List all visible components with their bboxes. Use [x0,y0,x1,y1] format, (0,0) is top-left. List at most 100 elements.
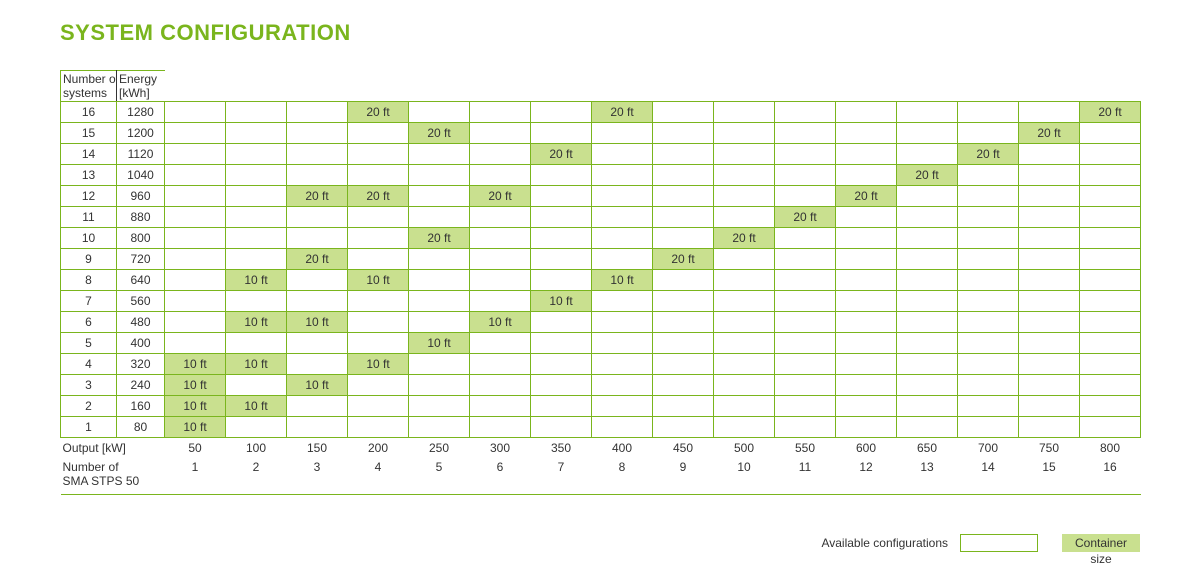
config-cell [653,375,714,396]
config-cell [470,249,531,270]
config-cell [897,102,958,123]
config-cell [531,102,592,123]
config-cell [775,228,836,249]
config-cell: 20 ft [714,228,775,249]
config-cell [1080,270,1141,291]
row-energy: 960 [117,186,165,207]
config-cell [348,333,409,354]
page: SYSTEM CONFIGURATION Number ofsystemsEne… [0,0,1200,576]
row-systems: 3 [61,375,117,396]
config-cell [714,417,775,438]
row-systems: 12 [61,186,117,207]
table-row: 648010 ft10 ft10 ft [61,312,1141,333]
config-cell [958,417,1019,438]
config-cell [958,354,1019,375]
config-cell [409,102,470,123]
config-cell [653,354,714,375]
row-energy: 240 [117,375,165,396]
config-cell [470,291,531,312]
config-cell [775,354,836,375]
config-cell: 10 ft [287,375,348,396]
config-cell [653,291,714,312]
config-cell [958,228,1019,249]
config-cell [470,207,531,228]
config-cell [226,291,287,312]
config-cell [897,186,958,207]
footer-stps-value: 16 [1080,458,1141,495]
table-row: 216010 ft10 ft [61,396,1141,417]
footer-stps-label: Number ofSMA STPS 50 [61,458,165,495]
config-cell [531,186,592,207]
config-cell [409,375,470,396]
config-cell [531,270,592,291]
config-cell [958,333,1019,354]
config-cell [470,144,531,165]
config-cell [165,270,226,291]
header-systems: Number ofsystems [61,71,117,102]
config-cell [775,165,836,186]
config-cell: 10 ft [531,291,592,312]
config-cell [775,270,836,291]
row-systems: 15 [61,123,117,144]
config-cell [897,417,958,438]
header-energy: Energy[kWh] [117,71,165,102]
config-cell [165,123,226,144]
table-row: 432010 ft10 ft10 ft [61,354,1141,375]
config-cell: 20 ft [531,144,592,165]
config-cell [531,375,592,396]
config-cell [592,396,653,417]
row-systems: 16 [61,102,117,123]
config-cell: 20 ft [1019,123,1080,144]
config-cell [592,144,653,165]
footer-stps-value: 14 [958,458,1019,495]
config-cell [348,417,409,438]
config-cell [470,396,531,417]
config-cell [775,417,836,438]
config-cell [165,207,226,228]
footer-output-value: 150 [287,438,348,459]
config-cell: 10 ft [409,333,470,354]
config-cell: 10 ft [165,354,226,375]
config-cell [714,291,775,312]
config-cell [1080,207,1141,228]
footer-output-value: 100 [226,438,287,459]
config-cell [226,375,287,396]
config-cell [409,144,470,165]
config-cell [287,354,348,375]
config-cell [897,207,958,228]
config-cell [592,207,653,228]
config-cell [592,312,653,333]
table-row: 16128020 ft20 ft20 ft [61,102,1141,123]
footer-stps-value: 2 [226,458,287,495]
config-cell: 20 ft [897,165,958,186]
config-cell [653,165,714,186]
config-cell [1080,165,1141,186]
config-cell [653,102,714,123]
config-cell [1080,186,1141,207]
config-cell [226,228,287,249]
config-cell: 20 ft [653,249,714,270]
config-cell [836,249,897,270]
config-cell: 10 ft [165,417,226,438]
config-cell [1080,333,1141,354]
footer-stps-value: 6 [470,458,531,495]
row-energy: 1200 [117,123,165,144]
config-cell [531,165,592,186]
config-cell [958,396,1019,417]
row-systems: 6 [61,312,117,333]
config-cell [226,186,287,207]
config-cell [470,102,531,123]
config-cell [836,312,897,333]
config-cell [470,333,531,354]
config-cell [165,291,226,312]
config-cell [1019,291,1080,312]
config-cell [348,375,409,396]
footer-output-value: 800 [1080,438,1141,459]
config-cell [592,354,653,375]
config-cell [958,165,1019,186]
footer-output-value: 200 [348,438,409,459]
config-cell [958,123,1019,144]
config-cell [1019,228,1080,249]
config-cell [897,312,958,333]
config-cell [653,186,714,207]
